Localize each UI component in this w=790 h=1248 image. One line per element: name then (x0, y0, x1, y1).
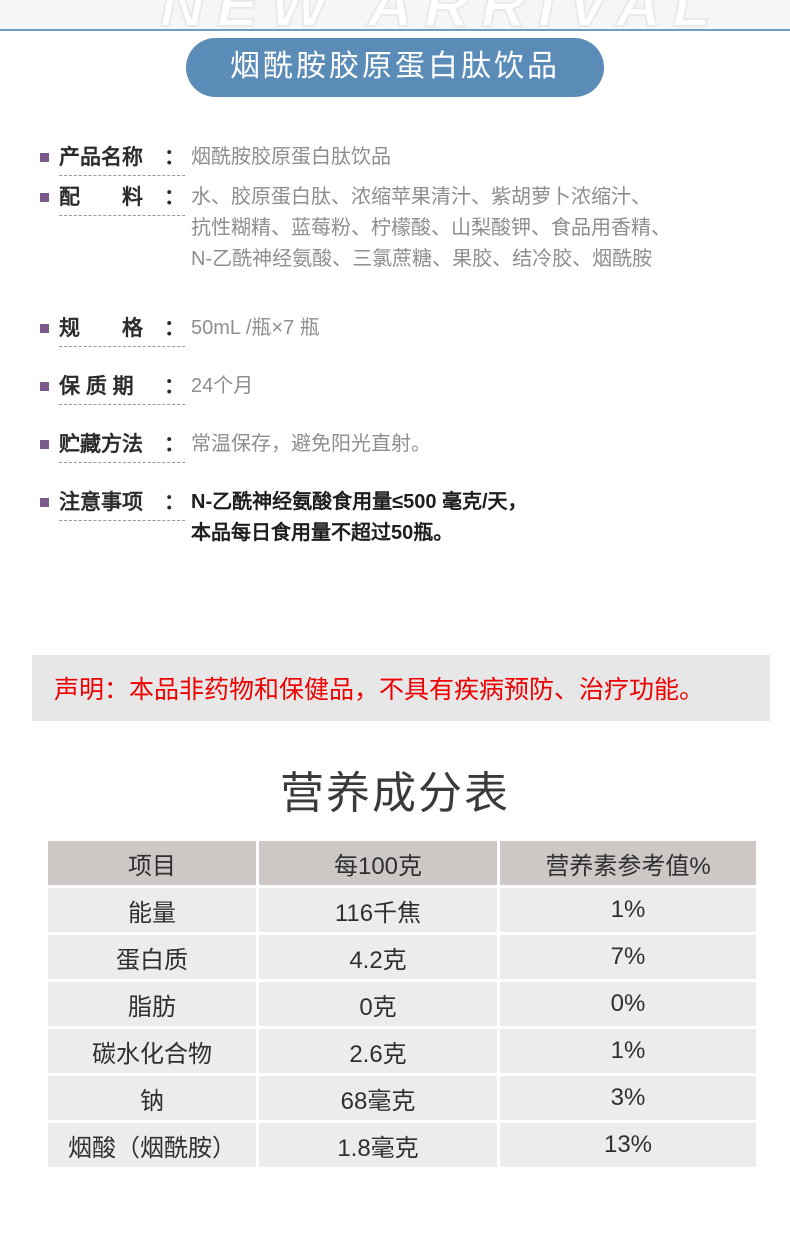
spec-label: 保 质 期 ： (59, 371, 185, 405)
spec-value-line: 抗性糊精、蓝莓粉、柠檬酸、山梨酸钾、食品用香精、 (191, 217, 671, 239)
column-header-item: 项目 (48, 841, 256, 885)
spec-label-text: 产品名称 (59, 146, 143, 169)
cell-amount: 68毫克 (259, 1076, 497, 1120)
cell-amount: 2.6克 (259, 1029, 497, 1073)
spec-label-colon: ： (164, 146, 185, 169)
square-bullet-icon (40, 440, 49, 449)
cell-nrv: 3% (500, 1076, 756, 1120)
spec-label-text: 保 质 期 (59, 375, 134, 398)
cell-nutrient-name: 能量 (48, 888, 256, 932)
spec-label: 配 料 ： (59, 182, 185, 216)
cell-nrv: 7% (500, 935, 756, 979)
spec-label: 产品名称 ： (59, 142, 185, 176)
square-bullet-icon (40, 324, 49, 333)
cell-nrv: 1% (500, 1029, 756, 1073)
product-spec-list: 产品名称 ： 烟酰胺胶原蛋白肽饮品 配 料 ： 水、胶原蛋白肽、浓缩苹果清汁、紫… (40, 142, 760, 555)
square-bullet-icon (40, 498, 49, 507)
square-bullet-icon (40, 153, 49, 162)
spec-value: 50mL /瓶×7 瓶 (185, 313, 760, 344)
cell-amount: 116千焦 (259, 888, 497, 932)
spec-value: 24个月 (185, 371, 760, 402)
spec-label-text: 注意事项 (59, 491, 143, 514)
cell-amount: 4.2克 (259, 935, 497, 979)
spec-label: 规 格 ： (59, 313, 185, 347)
spec-value-line: 本品每日食用量不超过50瓶。 (191, 522, 454, 544)
spec-value-line: 50mL /瓶×7 瓶 (191, 317, 320, 339)
title-banner: 烟酰胺胶原蛋白肽饮品 (0, 38, 790, 97)
spec-label: 注意事项 ： (59, 487, 185, 521)
spec-value-line: 水、胶原蛋白肽、浓缩苹果清汁、紫胡萝卜浓缩汁、 (191, 186, 651, 208)
table-header-row: 项目 每100克 营养素参考值% (48, 841, 756, 885)
spec-value: 烟酰胺胶原蛋白肽饮品 (185, 142, 760, 173)
top-blue-rule (0, 29, 790, 31)
spacer (40, 469, 760, 487)
table-row: 能量 116千焦 1% (48, 888, 756, 932)
spec-label-text: 配 料 (59, 186, 143, 209)
spec-row-shelf-life: 保 质 期 ： 24个月 (40, 371, 760, 405)
spec-label-colon: ： (164, 433, 185, 456)
cell-amount: 0克 (259, 982, 497, 1026)
cell-nutrient-name: 钠 (48, 1076, 256, 1120)
spec-value: N-乙酰神经氨酸食用量≤500 毫克/天， 本品每日食用量不超过50瓶。 (185, 487, 760, 549)
spacer (40, 281, 760, 313)
product-title: 烟酰胺胶原蛋白肽饮品 (186, 38, 604, 97)
nutrition-heading: 营养成分表 (280, 769, 510, 818)
top-watermark-strip: NEW ARRIVAL (0, 0, 790, 30)
spec-label-colon: ： (164, 317, 185, 340)
new-arrival-watermark: NEW ARRIVAL (159, 0, 723, 30)
spec-label-text: 贮藏方法 (59, 433, 143, 456)
spec-label-colon: ： (164, 491, 185, 514)
disclaimer-text: 声明：本品非药物和保健品，不具有疾病预防、治疗功能。 (54, 676, 705, 704)
spec-row-specification: 规 格 ： 50mL /瓶×7 瓶 (40, 313, 760, 347)
spacer (40, 353, 760, 371)
cell-nutrient-name: 蛋白质 (48, 935, 256, 979)
column-header-per100g: 每100克 (259, 841, 497, 885)
spec-row-ingredients: 配 料 ： 水、胶原蛋白肽、浓缩苹果清汁、紫胡萝卜浓缩汁、 抗性糊精、蓝莓粉、柠… (40, 182, 760, 275)
cell-amount: 1.8毫克 (259, 1123, 497, 1167)
table-row: 钠 68毫克 3% (48, 1076, 756, 1120)
cell-nutrient-name: 碳水化合物 (48, 1029, 256, 1073)
cell-nutrient-name: 烟酸（烟酰胺） (48, 1123, 256, 1167)
cell-nrv: 1% (500, 888, 756, 932)
spec-value-line: N-乙酰神经氨酸食用量≤500 毫克/天， (191, 491, 528, 513)
spec-value: 常温保存，避免阳光直射。 (185, 429, 760, 460)
spec-value-line: 烟酰胺胶原蛋白肽饮品 (191, 146, 391, 168)
square-bullet-icon (40, 193, 49, 202)
cell-nutrient-name: 脂肪 (48, 982, 256, 1026)
table-row: 烟酸（烟酰胺） 1.8毫克 13% (48, 1123, 756, 1167)
disclaimer-banner: 声明：本品非药物和保健品，不具有疾病预防、治疗功能。 (32, 655, 770, 721)
square-bullet-icon (40, 382, 49, 391)
cell-nrv: 0% (500, 982, 756, 1026)
column-header-nrv: 营养素参考值% (500, 841, 756, 885)
spec-value-line: N-乙酰神经氨酸、三氯蔗糖、果胶、结冷胶、烟酰胺 (191, 248, 653, 270)
table-row: 蛋白质 4.2克 7% (48, 935, 756, 979)
spec-label-text: 规 格 (59, 317, 143, 340)
spec-row-precautions: 注意事项 ： N-乙酰神经氨酸食用量≤500 毫克/天， 本品每日食用量不超过5… (40, 487, 760, 549)
cell-nrv: 13% (500, 1123, 756, 1167)
spacer (40, 411, 760, 429)
spec-label-colon: ： (164, 186, 185, 209)
nutrition-table: 项目 每100克 营养素参考值% 能量 116千焦 1% 蛋白质 4.2克 7%… (45, 838, 759, 1170)
spec-value-line: 常温保存，避免阳光直射。 (191, 433, 431, 455)
spec-label-colon: ： (164, 375, 185, 398)
table-row: 碳水化合物 2.6克 1% (48, 1029, 756, 1073)
table-row: 脂肪 0克 0% (48, 982, 756, 1026)
spec-value-line: 24个月 (191, 375, 254, 397)
spec-row-product-name: 产品名称 ： 烟酰胺胶原蛋白肽饮品 (40, 142, 760, 176)
spec-row-storage: 贮藏方法 ： 常温保存，避免阳光直射。 (40, 429, 760, 463)
spec-label: 贮藏方法 ： (59, 429, 185, 463)
spec-value: 水、胶原蛋白肽、浓缩苹果清汁、紫胡萝卜浓缩汁、 抗性糊精、蓝莓粉、柠檬酸、山梨酸… (185, 182, 760, 275)
